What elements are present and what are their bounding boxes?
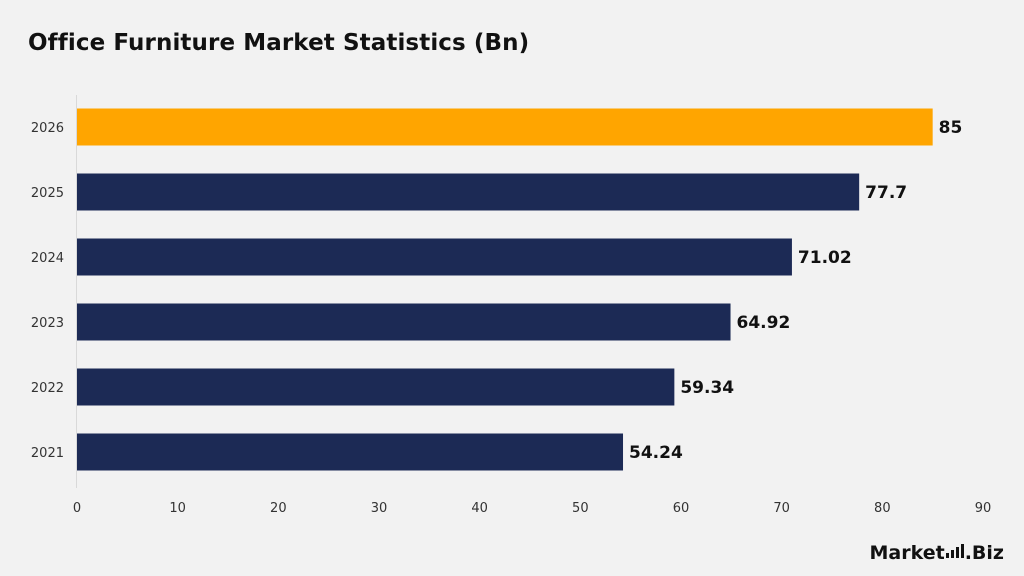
bar-2022 [77,368,675,406]
bar-chart-icon [945,544,964,558]
brand-logo: Market .Biz [870,542,1004,564]
y-tick-label-2026: 2026 [31,121,64,136]
x-tick-label-70: 70 [773,501,790,516]
x-tick-label-80: 80 [874,501,891,516]
value-label-2023: 64.92 [737,313,791,333]
x-tick-label-50: 50 [572,501,589,516]
y-tick-label-2025: 2025 [31,186,64,201]
bar-2024 [77,238,792,276]
x-tick-label-20: 20 [270,501,287,516]
x-tick-label-0: 0 [73,501,81,516]
value-label-2021: 54.24 [629,443,683,463]
value-label-2022: 59.34 [680,378,734,398]
value-label-2026: 85 [939,118,963,138]
x-tick-label-40: 40 [471,501,488,516]
brand-suffix: .Biz [964,542,1004,564]
bar-2023 [77,303,731,341]
bar-2021 [77,433,624,471]
bar-2026 [77,108,933,146]
bar-2025 [77,173,860,211]
x-tick-label-60: 60 [673,501,690,516]
value-label-2025: 77.7 [865,183,907,203]
chart-title: Office Furniture Market Statistics (Bn) [28,30,530,56]
y-tick-label-2021: 2021 [31,446,64,461]
y-tick-label-2023: 2023 [31,316,64,331]
x-tick-label-10: 10 [169,501,186,516]
brand-prefix: Market [869,542,945,564]
y-tick-label-2022: 2022 [31,381,64,396]
value-label-2024: 71.02 [798,248,852,268]
y-tick-label-2024: 2024 [31,251,64,266]
x-tick-label-30: 30 [371,501,388,516]
x-tick-label-90: 90 [975,501,992,516]
